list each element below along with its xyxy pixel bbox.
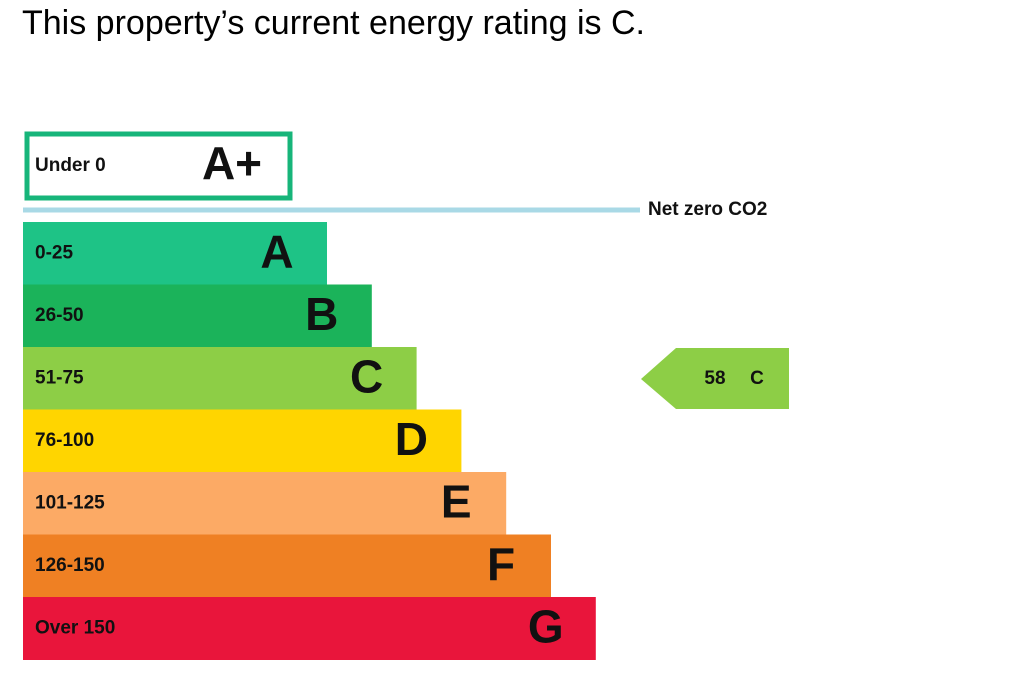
current-letter: C (750, 368, 764, 389)
band-letter: D (395, 413, 428, 465)
band-range: Over 150 (35, 617, 115, 638)
band-letter: C (350, 350, 383, 402)
net-zero-label: Net zero CO2 (648, 199, 767, 220)
top-band-box (24, 131, 293, 201)
band-bar (23, 347, 417, 410)
band-range: 51-75 (35, 367, 84, 388)
band-range: 0-25 (35, 242, 73, 263)
current-rating-arrow (641, 348, 789, 409)
top-band-letter: A+ (202, 137, 262, 189)
band-bar (23, 534, 551, 598)
band-range: 26-50 (35, 305, 84, 326)
band-range: 101-125 (35, 492, 105, 513)
band-range: 126-150 (35, 555, 105, 576)
band-letter: F (487, 538, 515, 590)
band-range: 76-100 (35, 430, 94, 451)
title: This property’s current energy rating is… (22, 4, 645, 42)
band-letter: G (528, 600, 564, 652)
band-bar (23, 222, 327, 285)
band-bar (23, 284, 372, 348)
band-bar (23, 472, 507, 535)
band-letter: B (305, 288, 338, 340)
band-bar (23, 597, 596, 660)
band-letter: A (260, 225, 293, 277)
band-bar (23, 409, 462, 473)
current-score: 58 (704, 368, 725, 389)
top-band-range: Under 0 (35, 155, 106, 176)
band-letter: E (441, 475, 472, 527)
